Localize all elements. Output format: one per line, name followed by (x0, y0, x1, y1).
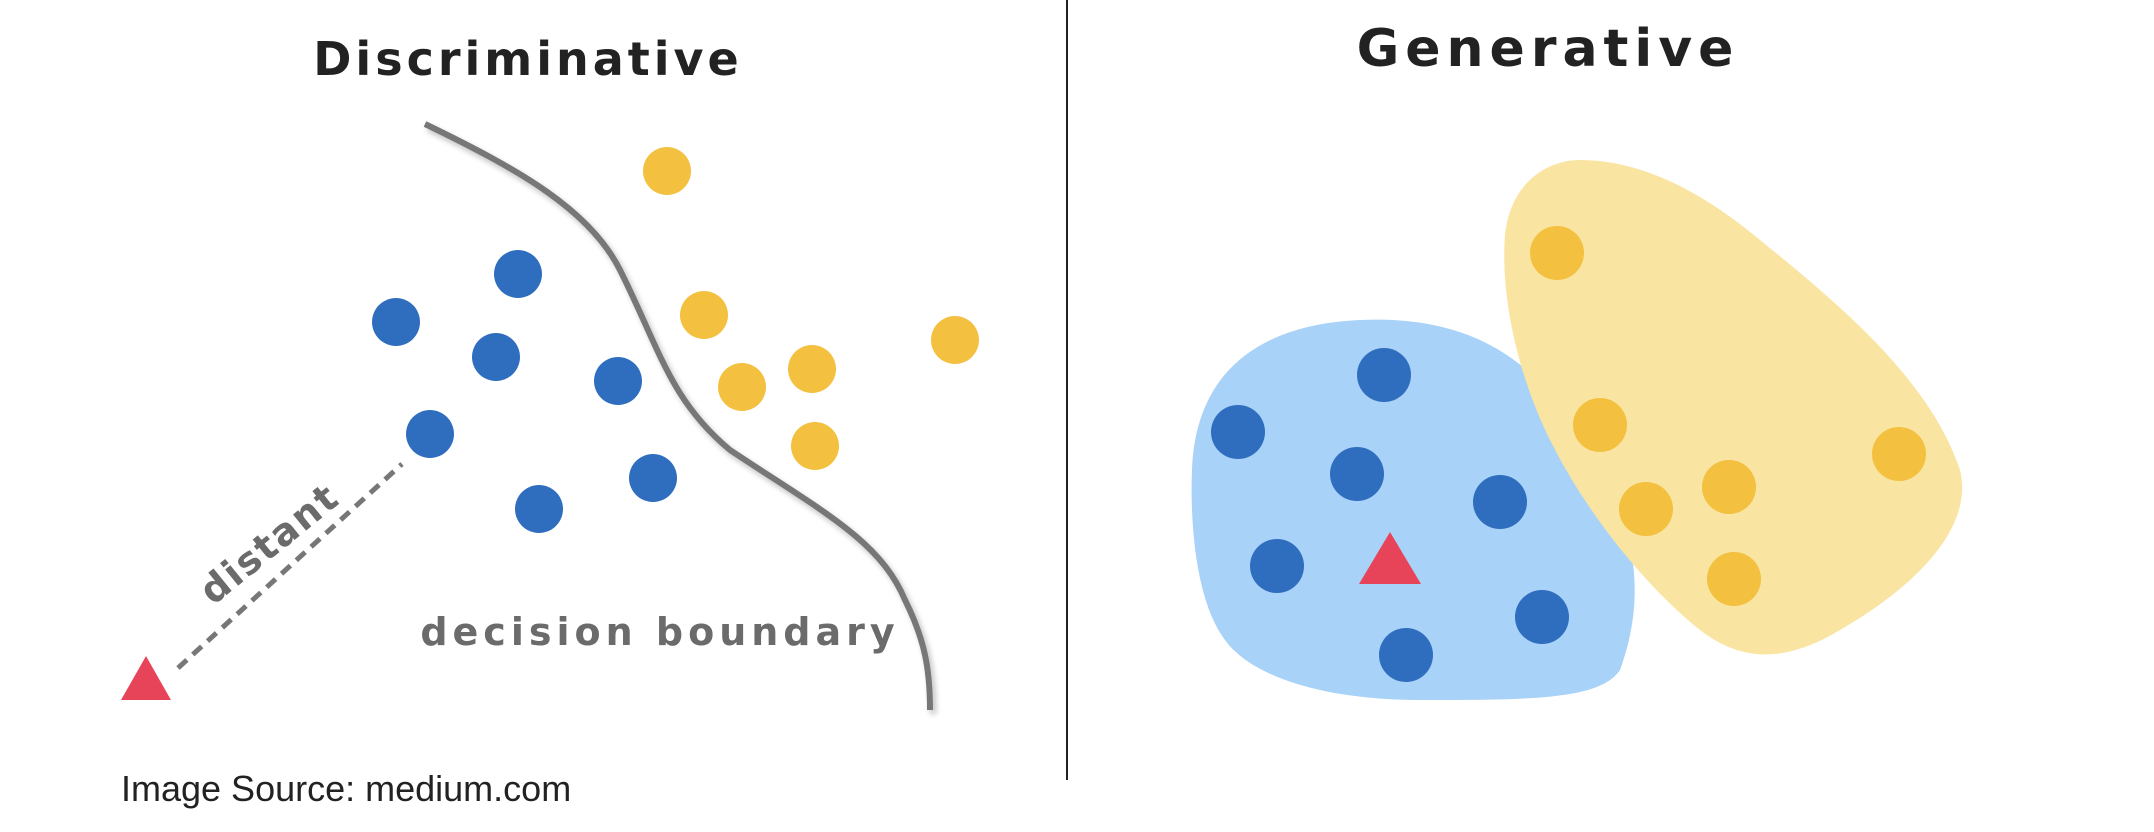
blue-points-left (372, 250, 677, 533)
blue-point (472, 333, 520, 381)
yellow-point (1530, 226, 1584, 280)
blue-point (1379, 628, 1433, 682)
query-triangle-left (121, 656, 171, 700)
blue-point (1473, 475, 1527, 529)
blue-point (1330, 447, 1384, 501)
yellow-point (680, 291, 728, 339)
yellow-point (1872, 427, 1926, 481)
yellow-point (791, 422, 839, 470)
blue-point (629, 454, 677, 502)
yellow-point (931, 316, 979, 364)
blue-point (594, 357, 642, 405)
blue-point (1515, 590, 1569, 644)
yellow-points-right (1530, 226, 1926, 606)
blue-points-right (1211, 348, 1569, 682)
image-source-caption: Image Source: medium.com (121, 768, 572, 809)
blue-point (1211, 405, 1265, 459)
generative-panel: Generative (1191, 19, 1963, 700)
yellow-points-left (643, 147, 979, 470)
blue-point (1250, 539, 1304, 593)
distant-label: distant (191, 474, 348, 613)
blue-point (515, 485, 563, 533)
decision-boundary-curve (423, 121, 933, 711)
yellow-point (1702, 460, 1756, 514)
yellow-point (1619, 482, 1673, 536)
yellow-point (643, 147, 691, 195)
yellow-point (718, 363, 766, 411)
yellow-point (1707, 552, 1761, 606)
blue-point (372, 298, 420, 346)
yellow-class-region (1504, 160, 1963, 655)
generative-title: Generative (1357, 19, 1740, 79)
discriminative-title: Discriminative (313, 32, 742, 86)
yellow-point (788, 345, 836, 393)
yellow-point (1573, 398, 1627, 452)
blue-point (1357, 348, 1411, 402)
blue-point (494, 250, 542, 298)
query-triangle-right (1359, 532, 1421, 584)
discriminative-panel: Discriminative distant decision boundary (121, 32, 979, 711)
decision-boundary-label: decision boundary (420, 610, 899, 654)
blue-point (406, 410, 454, 458)
distance-dashed-line (176, 462, 404, 670)
